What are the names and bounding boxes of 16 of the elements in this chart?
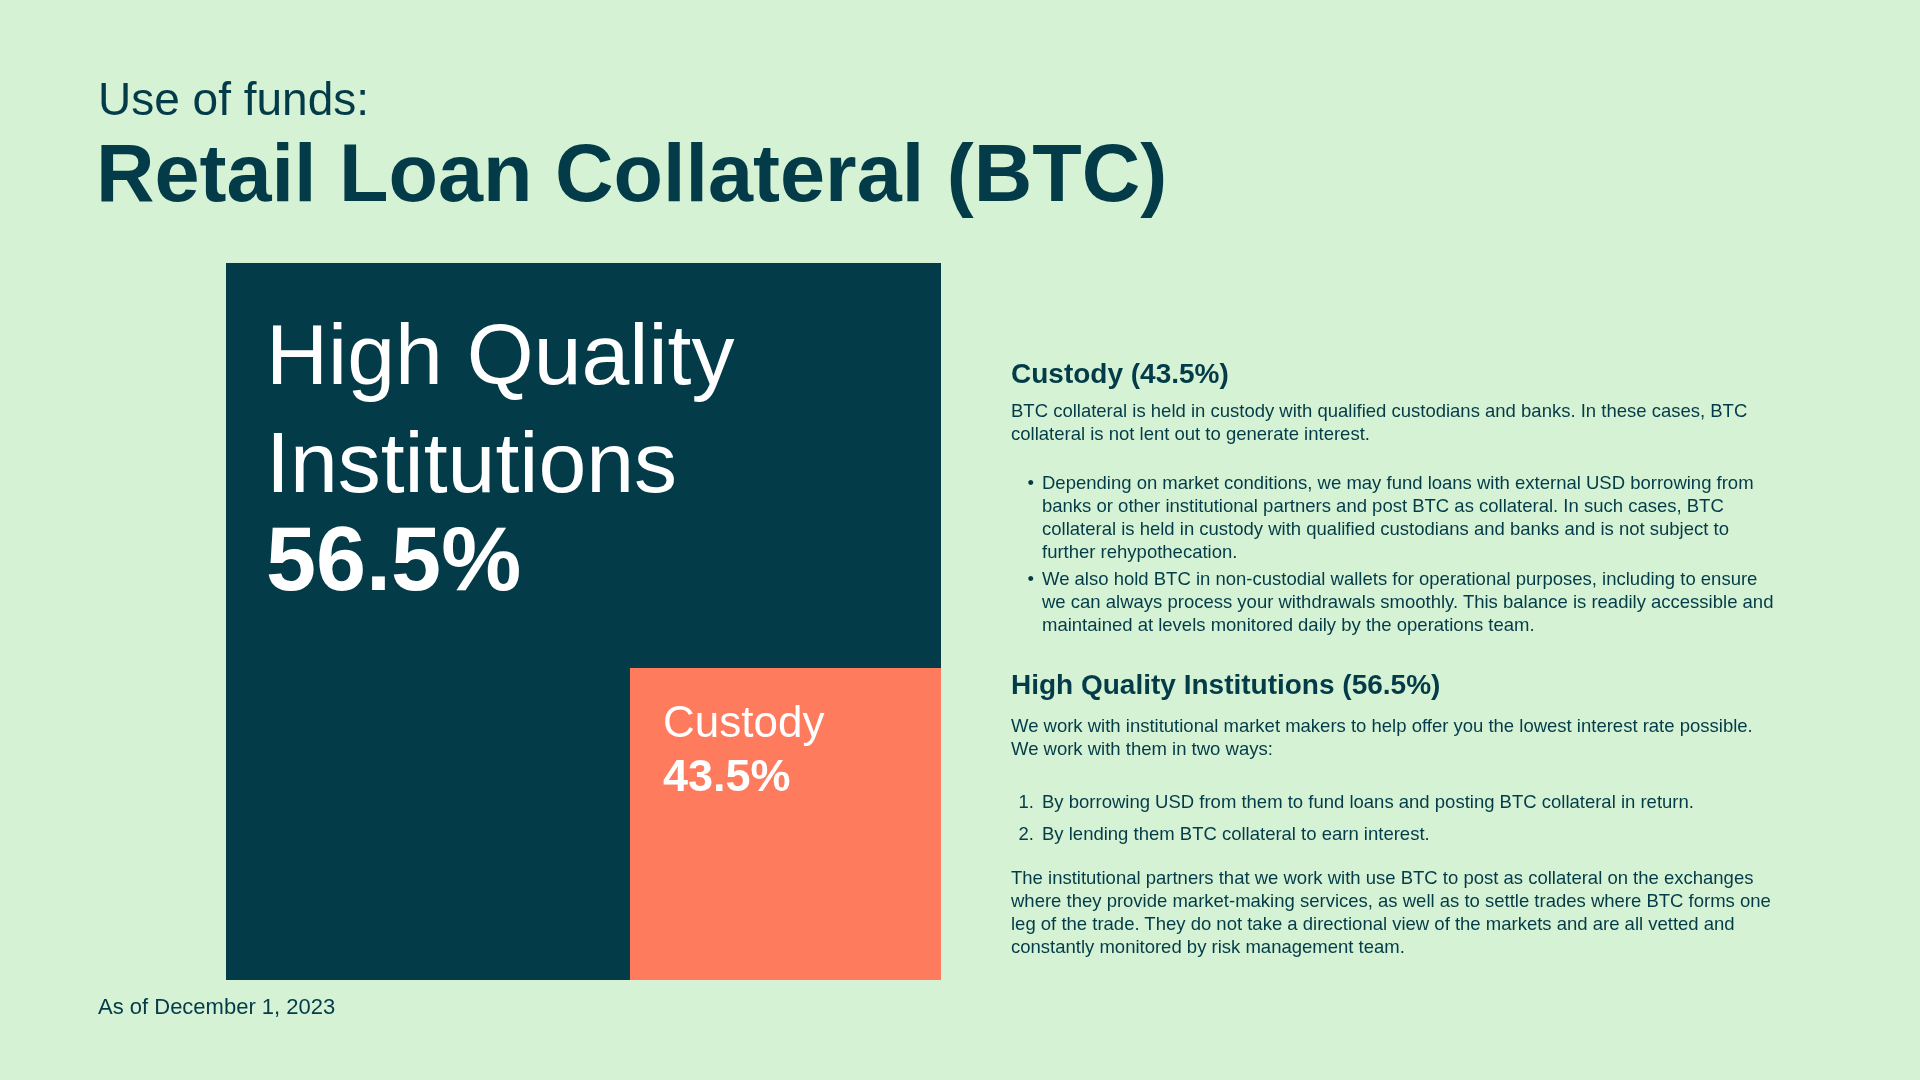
data-label: 56.5% [266,509,522,609]
text: BTC collateral is held in custody with qualified custodians and banks. In these cases, BTC collateral is not lent out to generate interest. [1011,399,1749,445]
data-label: 43.5% [662,750,791,802]
text: Use of funds: [98,73,370,125]
text: • We also hold BTC in non-custodial wallets for operational purposes, including to ensure we can always process your withdrawals smoothly. This balance is readily accessible and maintained at levels monitored daily by the operations team. [1026,567,1775,636]
text: Custody (43.5%) [1011,357,1230,391]
text: We work with institutional market makers to help offer you the lowest interest rate possible. We work with them in two ways: [1011,714,1754,760]
text: The institutional partners that we work with use BTC to post as collateral on the exchanges where they provide market-making services, as well as to settle trades where BTC forms one leg of the trade. They do not take a directional view of the markets and are all vetted and constantly monitored by risk management team. [1011,866,1772,958]
category-label: High Quality Institutions [266,306,759,510]
text: Retail Loan Collateral (BTC) [96,127,1168,218]
text: As of December 1, 2023 [98,993,336,1019]
category-label: Custody [662,696,825,746]
text: High Quality Institutions (56.5%) [1011,668,1442,702]
text: 1. By borrowing USD from them to fund loans and posting BTC collateral in return. [1017,790,1694,813]
text: 2. By lending them BTC collateral to earn interest. [1017,822,1430,845]
text: • Depending on market conditions, we may fund loans with external USD borrowing from banks or other institutional partners and post BTC as collateral. In such cases, BTC collateral is held in custody with qualified custodians and banks and is not subject to further rehypothecation. [1026,471,1755,563]
